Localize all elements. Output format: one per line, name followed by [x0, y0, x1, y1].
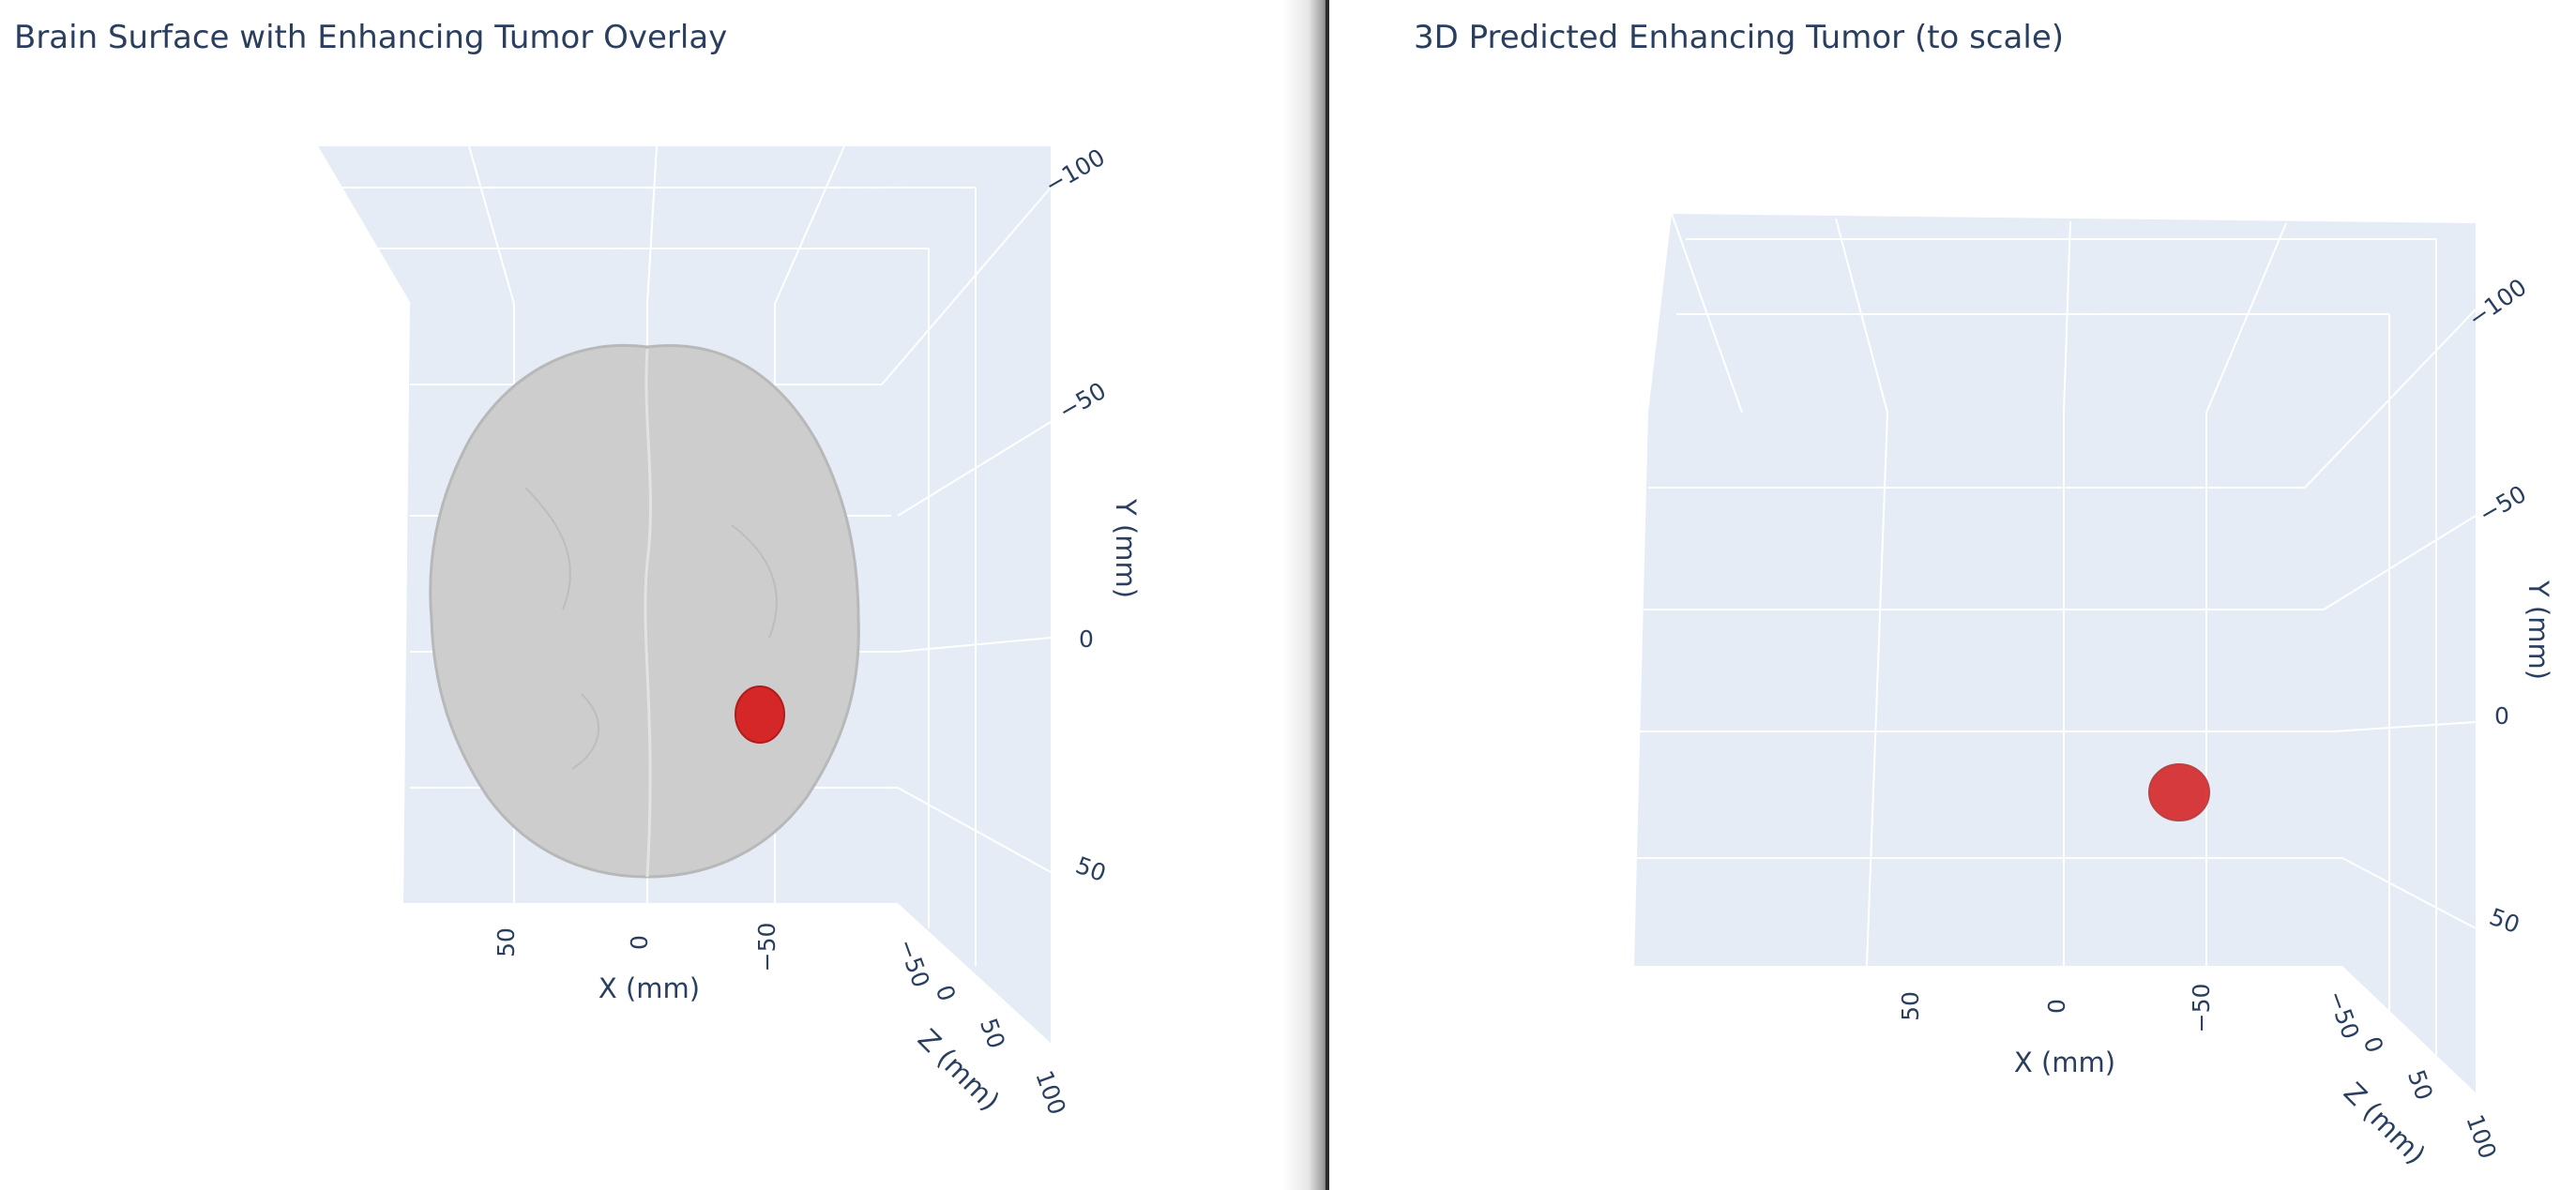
x-ticks: 50 0 −50: [1897, 984, 2215, 1033]
y-axis-label: Y (mm): [1110, 498, 1142, 598]
side-wall: [2324, 223, 2476, 1092]
x-ticks: 50 0 −50: [492, 923, 780, 972]
z-tick: 100: [1030, 1067, 1071, 1119]
side-wall: [898, 146, 1051, 1043]
tumor-mesh[interactable]: [2148, 763, 2210, 821]
y-tick: 0: [1079, 625, 1094, 653]
x-tick: 50: [1897, 991, 1924, 1021]
y-tick: −50: [2475, 480, 2531, 528]
y-tick: 50: [1072, 851, 1110, 887]
z-tick: 50: [975, 1015, 1010, 1052]
brain-surface[interactable]: [429, 344, 860, 879]
z-tick: 0: [931, 982, 962, 1005]
x-axis-label: X (mm): [2014, 1047, 2115, 1078]
y-tick: 50: [2486, 903, 2523, 939]
x-tick: 0: [626, 935, 653, 950]
brain-overlay-chart[interactable]: Brain Surface with Enhancing Tumor Overl…: [0, 0, 1326, 1190]
y-ticks: −100 −50 0 50: [1040, 143, 1111, 887]
panel-divider-shadow: [1283, 0, 1329, 1190]
gridlines: [1634, 213, 2477, 1055]
z-tick: 100: [2461, 1111, 2502, 1163]
y-tick: 0: [2494, 702, 2509, 730]
main-wall: [1634, 413, 2342, 966]
floor-plane: [317, 146, 1051, 304]
tumor-mesh[interactable]: [735, 685, 785, 744]
x-tick: 0: [2043, 999, 2070, 1014]
y-axis-label: Y (mm): [2523, 580, 2554, 680]
x-tick: 50: [492, 927, 520, 957]
x-tick: −50: [753, 923, 780, 972]
z-tick: 0: [2358, 1033, 2389, 1057]
x-axis-label: X (mm): [599, 972, 700, 1004]
z-tick: −50: [2322, 987, 2364, 1043]
scene-3d[interactable]: 50 0 −50 X (mm) −100 −50 0 50 Y (mm) −50…: [0, 0, 1326, 1190]
z-tick: 50: [2402, 1066, 2438, 1104]
chart-title: Brain Surface with Enhancing Tumor Overl…: [14, 19, 728, 56]
x-tick: −50: [2188, 984, 2215, 1033]
y-tick: −50: [1054, 377, 1111, 425]
scene-3d[interactable]: 50 0 −50 X (mm) −100 −50 0 50 Y (mm) −50…: [1329, 0, 2576, 1190]
chart-title: 3D Predicted Enhancing Tumor (to scale): [1414, 19, 2065, 56]
z-tick: −50: [892, 935, 934, 991]
panel-divider[interactable]: [1326, 0, 1329, 1190]
tumor-3d-chart[interactable]: 3D Predicted Enhancing Tumor (to scale): [1329, 0, 2576, 1190]
